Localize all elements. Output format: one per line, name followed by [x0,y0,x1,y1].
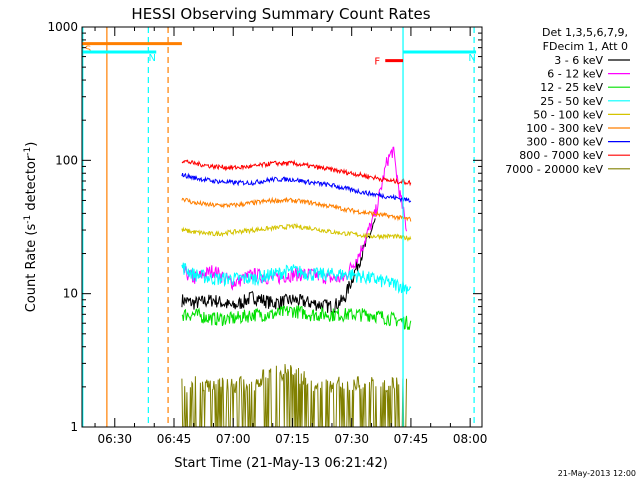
y-axis-label: Count Rate (s-1 detector-1) [23,142,39,313]
series-line [181,262,412,295]
annotation-label: N [468,53,475,64]
x-tick-label: 06:30 [97,432,132,446]
legend-entry-label: 25 - 50 keV [540,95,603,108]
marker-lines [82,27,475,427]
legend: Det 1,3,5,6,7,9, FDecim 1, Att 0 3 - 6 k… [505,26,630,176]
legend-header-line-2: FDecim 1, Att 0 [543,40,628,53]
series-line [181,172,412,203]
chart-title: HESSI Observing Summary Count Rates [131,5,430,23]
footer-timestamp: 21-May-2013 12:00 [558,469,636,478]
series-line [181,222,412,242]
series-line [181,159,412,187]
x-axis: 06:30 06:45 07:00 07:15 07:30 07:45 08:00 [94,27,488,446]
series-line [181,364,407,428]
series-line [181,305,412,330]
x-tick-label: 07:45 [394,432,429,446]
series-line [181,218,376,316]
y-tick-label: 100 [55,153,78,167]
x-tick-label: 08:00 [453,432,488,446]
y-tick-label: 1 [70,420,78,434]
legend-entry-label: 7000 - 20000 keV [505,163,603,176]
annotation-label: F [374,57,380,68]
legend-header-line-1: Det 1,3,5,6,7,9, [542,26,628,39]
y-axis: 1 10 100 1000 [47,20,482,434]
legend-entry-label: 300 - 800 keV [526,136,603,149]
x-tick-label: 07:15 [275,432,310,446]
x-axis-label: Start Time (21-May-13 06:21:42) [174,456,388,471]
y-tick-label: 1000 [47,20,78,34]
x-tick-label: 07:30 [334,432,369,446]
x-tick-label: 06:45 [157,432,192,446]
series-layer [181,146,412,428]
y-tick-label: 10 [63,287,78,301]
legend-entry-label: 50 - 100 keV [533,108,603,121]
legend-entry-label: 6 - 12 keV [547,68,603,81]
x-tick-label: 07:00 [216,432,251,446]
legend-entry-label: 3 - 6 keV [554,54,603,67]
series-line [181,196,412,222]
legend-entry-label: 800 - 7000 keV [519,149,603,162]
legend-entry-label: 12 - 25 keV [540,81,603,94]
plot-frame [81,26,483,428]
annotation-label: N [148,53,155,64]
legend-entry-label: 100 - 300 keV [526,122,603,135]
annotation-label: S [85,45,91,56]
annotations: S N N F [82,42,477,68]
